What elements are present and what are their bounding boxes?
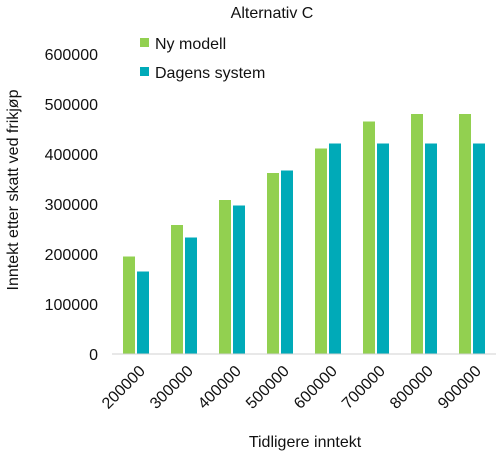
- legend-label-dagens-system: Dagens system: [155, 65, 265, 82]
- bar-ny-modell-200000: [123, 256, 135, 354]
- x-tick-label: 600000: [291, 363, 341, 413]
- y-axis-label: Inntekt etter skatt ved frikjøp: [5, 89, 22, 290]
- bar-dagens-system-700000: [377, 143, 389, 354]
- y-tick-label: 200000: [45, 247, 98, 264]
- bar-ny-modell-700000: [363, 121, 375, 354]
- legend-swatch-ny-modell: [140, 38, 149, 47]
- bar-ny-modell-400000: [219, 200, 231, 354]
- x-tick-label: 400000: [195, 363, 245, 413]
- legend-label-ny-modell: Ny modell: [155, 36, 226, 53]
- y-tick-label: 600000: [45, 47, 98, 64]
- bar-ny-modell-600000: [315, 148, 327, 354]
- bar-ny-modell-900000: [459, 114, 471, 354]
- x-axis-label: Tidligere inntekt: [249, 434, 362, 451]
- legend: Ny modell Dagens system: [140, 36, 265, 82]
- bar-dagens-system-300000: [185, 237, 197, 354]
- x-tick-label: 700000: [339, 363, 389, 413]
- bars: [123, 114, 485, 354]
- bar-dagens-system-900000: [473, 143, 485, 354]
- y-tick-label: 100000: [45, 297, 98, 314]
- x-tick-label: 800000: [387, 363, 437, 413]
- x-tick-label: 200000: [99, 363, 149, 413]
- bar-dagens-system-800000: [425, 143, 437, 354]
- y-tick-label: 500000: [45, 97, 98, 114]
- bar-dagens-system-600000: [329, 143, 341, 354]
- bar-ny-modell-300000: [171, 225, 183, 354]
- bar-ny-modell-800000: [411, 114, 423, 354]
- bar-dagens-system-200000: [137, 271, 149, 354]
- x-tick-label: 300000: [147, 363, 197, 413]
- x-tick-label: 500000: [243, 363, 293, 413]
- y-tick-label: 400000: [45, 147, 98, 164]
- bar-dagens-system-400000: [233, 205, 245, 354]
- x-tick-label: 900000: [435, 363, 485, 413]
- chart-title: Alternativ C: [231, 5, 314, 22]
- legend-swatch-dagens-system: [140, 67, 149, 76]
- y-tick-label: 0: [89, 347, 98, 364]
- bar-ny-modell-500000: [267, 173, 279, 354]
- y-tick-label: 300000: [45, 197, 98, 214]
- y-axis-ticks: 0 100000 200000 300000 400000 500000 600…: [45, 47, 98, 364]
- x-axis-ticks: 200000 300000 400000 500000 600000 70000…: [99, 363, 485, 413]
- bar-dagens-system-500000: [281, 170, 293, 354]
